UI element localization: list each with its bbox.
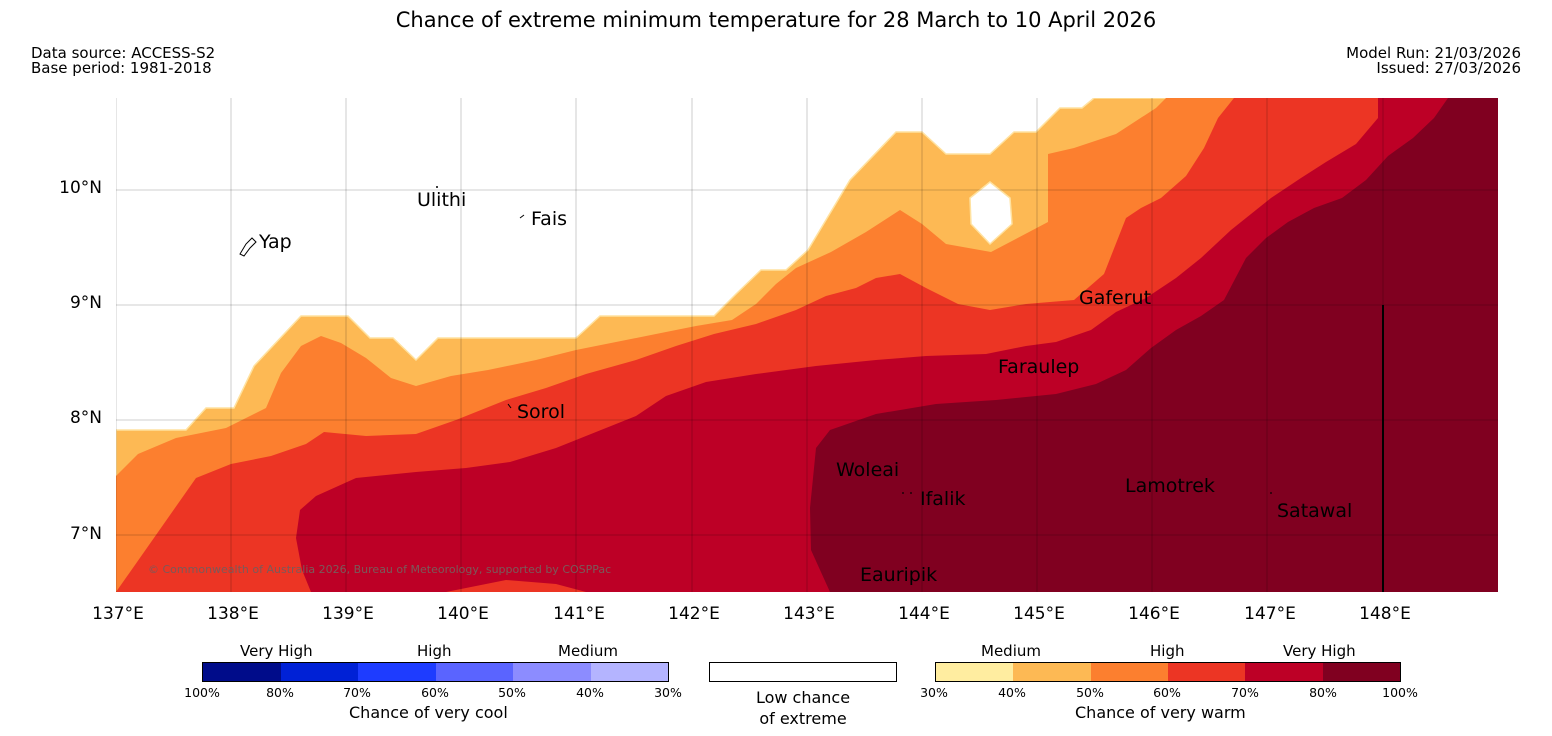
place-label-sorol: Sorol	[517, 401, 565, 423]
cool-tick: 40%	[576, 685, 604, 700]
warm-tick: 70%	[1231, 685, 1259, 700]
sorol-island-mark	[507, 403, 512, 409]
warm-swatch	[1322, 663, 1400, 681]
cool-colorbar	[202, 662, 669, 682]
cool-tick: 70%	[343, 685, 371, 700]
ifalik-island-dot-2	[910, 492, 912, 494]
base-period-label: Base period: 1981-2018	[31, 59, 212, 77]
cool-swatch	[513, 663, 591, 681]
grid-lines	[116, 98, 1498, 592]
cool-tick: 50%	[498, 685, 526, 700]
place-label-ifalik: Ifalik	[920, 488, 966, 510]
place-label-yap: Yap	[259, 231, 292, 253]
contour-80-100	[810, 98, 1498, 592]
issued-label: Issued: 27/03/2026	[1376, 59, 1521, 77]
warm-colorbar	[935, 662, 1401, 682]
warm-tick: 100%	[1382, 685, 1418, 700]
lon-label-144e: 144°E	[898, 604, 950, 624]
neutral-caption-line1: Low chance	[755, 688, 851, 707]
data-source-label: Data source: ACCESS-S2	[31, 44, 216, 62]
place-label-satawal: Satawal	[1277, 500, 1353, 522]
place-label-faraulep: Faraulep	[998, 356, 1080, 378]
neutral-colorbar	[709, 662, 897, 682]
place-label-ulithi: Ulithi	[417, 189, 467, 211]
warm-category-medium: Medium	[981, 642, 1041, 660]
low-chance-hole	[969, 181, 1013, 246]
warm-swatch	[1013, 663, 1091, 681]
warm-swatch	[1245, 663, 1323, 681]
satawal-island-dot	[1270, 492, 1272, 494]
lat-label-10n: 10°N	[59, 178, 102, 198]
cool-category-high: High	[417, 642, 452, 660]
warm-caption: Chance of very warm	[1075, 703, 1246, 722]
lon-label-141e: 141°E	[553, 604, 605, 624]
model-run-label: Model Run: 21/03/2026	[1346, 44, 1521, 62]
place-label-gaferut: Gaferut	[1079, 287, 1152, 309]
cool-swatch	[203, 663, 281, 681]
place-label-eauripik: Eauripik	[860, 564, 938, 586]
cool-category-very-high: Very High	[240, 642, 313, 660]
warm-tick: 30%	[920, 685, 948, 700]
lon-label-137e: 137°E	[92, 604, 144, 624]
warm-swatch	[936, 663, 1014, 681]
lat-label-8n: 8°N	[69, 408, 102, 428]
warm-swatch	[1167, 663, 1246, 681]
neutral-caption-line2: of extreme	[759, 709, 847, 728]
cool-tick: 30%	[654, 685, 682, 700]
cool-swatch	[280, 663, 358, 681]
place-label-fais: Fais	[531, 208, 568, 230]
lon-label-148e: 148°E	[1359, 604, 1411, 624]
lat-label-7n: 7°N	[69, 524, 102, 544]
warm-tick: 40%	[998, 685, 1026, 700]
yap-island-shape	[239, 237, 257, 257]
ifalik-island-dot	[902, 492, 904, 494]
warm-swatch	[1090, 663, 1168, 681]
cool-tick: 100%	[184, 685, 220, 700]
cool-swatch	[358, 663, 436, 681]
copyright-notice: © Commonwealth of Australia 2026, Bureau…	[148, 563, 612, 576]
lon-label-140e: 140°E	[437, 604, 489, 624]
cool-swatch	[590, 663, 668, 681]
cool-category-medium: Medium	[558, 642, 618, 660]
lon-label-145e: 145°E	[1013, 604, 1065, 624]
place-label-lamotrek: Lamotrek	[1125, 475, 1215, 497]
warm-tick: 80%	[1309, 685, 1337, 700]
cool-caption: Chance of very cool	[349, 703, 508, 722]
lon-label-146e: 146°E	[1128, 604, 1180, 624]
cool-swatch	[435, 663, 513, 681]
warm-tick: 60%	[1153, 685, 1181, 700]
lon-label-139e: 139°E	[322, 604, 374, 624]
lon-label-138e: 138°E	[207, 604, 259, 624]
lat-label-9n: 9°N	[69, 293, 102, 313]
map-title: Chance of extreme minimum temperature fo…	[395, 8, 1157, 32]
cool-tick: 80%	[266, 685, 294, 700]
cool-tick: 60%	[421, 685, 449, 700]
ulithi-island-dot	[436, 186, 438, 188]
place-label-woleai: Woleai	[836, 459, 900, 481]
contour-bottom-wedge	[446, 580, 586, 592]
lon-label-147e: 147°E	[1244, 604, 1296, 624]
warm-category-high: High	[1150, 642, 1185, 660]
fais-island-mark	[519, 214, 525, 219]
lon-label-142e: 142°E	[668, 604, 720, 624]
warm-category-very-high: Very High	[1283, 642, 1356, 660]
warm-tick: 50%	[1076, 685, 1104, 700]
lon-label-143e: 143°E	[783, 604, 835, 624]
forecast-map	[116, 98, 1498, 592]
